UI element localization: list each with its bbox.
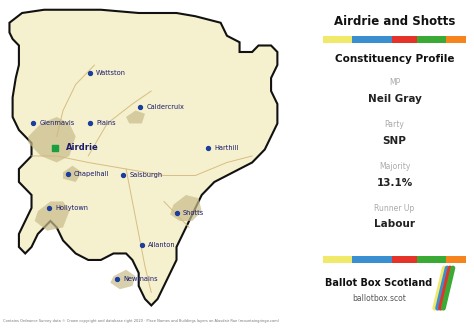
Text: Allanton: Allanton	[148, 242, 176, 248]
Bar	[323, 256, 352, 263]
Point	[29, 121, 37, 126]
Text: Majority: Majority	[379, 162, 410, 171]
Bar	[418, 256, 446, 263]
Text: Hollytown: Hollytown	[55, 205, 88, 211]
Bar	[446, 256, 466, 263]
Text: Newmains: Newmains	[123, 276, 157, 282]
Point	[113, 277, 120, 282]
Polygon shape	[28, 117, 76, 162]
Polygon shape	[110, 270, 136, 289]
Bar	[418, 36, 446, 43]
Text: Glenmavis: Glenmavis	[39, 121, 74, 127]
Point	[137, 105, 144, 110]
Point	[138, 243, 146, 248]
Polygon shape	[9, 10, 277, 306]
Point	[64, 171, 72, 177]
Text: Ballot Box Scotland: Ballot Box Scotland	[325, 278, 432, 288]
Text: Airdrie: Airdrie	[66, 143, 99, 152]
Text: Runner Up: Runner Up	[374, 204, 415, 213]
Polygon shape	[63, 166, 82, 182]
Point	[173, 210, 180, 215]
Text: Labour: Labour	[374, 219, 415, 229]
Text: Party: Party	[385, 120, 404, 129]
Bar	[352, 36, 392, 43]
Point	[119, 173, 127, 178]
Text: SNP: SNP	[383, 136, 407, 146]
Text: Neil Gray: Neil Gray	[368, 94, 421, 104]
Point	[86, 121, 94, 126]
Bar	[323, 36, 352, 43]
Bar	[446, 36, 466, 43]
Point	[86, 70, 94, 76]
Text: Salsburgh: Salsburgh	[129, 173, 163, 179]
Text: Harthill: Harthill	[214, 145, 238, 151]
Text: Caldercruix: Caldercruix	[146, 104, 184, 110]
Polygon shape	[126, 111, 145, 124]
Text: Wattston: Wattston	[96, 70, 126, 76]
Text: Airdrie and Shotts: Airdrie and Shotts	[334, 15, 456, 28]
Point	[45, 205, 53, 211]
Bar	[392, 256, 418, 263]
Text: 13.1%: 13.1%	[376, 178, 413, 188]
Text: ballotbox.scot: ballotbox.scot	[352, 294, 406, 303]
Polygon shape	[35, 201, 69, 231]
Text: Plains: Plains	[96, 121, 116, 127]
Text: Contains Ordnance Survey data © Crown copyright and database right 2020 · Place : Contains Ordnance Survey data © Crown co…	[3, 319, 279, 323]
Polygon shape	[170, 195, 202, 221]
Bar	[392, 36, 418, 43]
Text: Constituency Profile: Constituency Profile	[335, 54, 455, 64]
Text: MP: MP	[389, 78, 400, 87]
Point	[51, 145, 59, 150]
Text: Chapelhall: Chapelhall	[74, 171, 109, 177]
Bar	[352, 256, 392, 263]
Text: Shotts: Shotts	[183, 210, 204, 216]
Point	[204, 145, 212, 150]
